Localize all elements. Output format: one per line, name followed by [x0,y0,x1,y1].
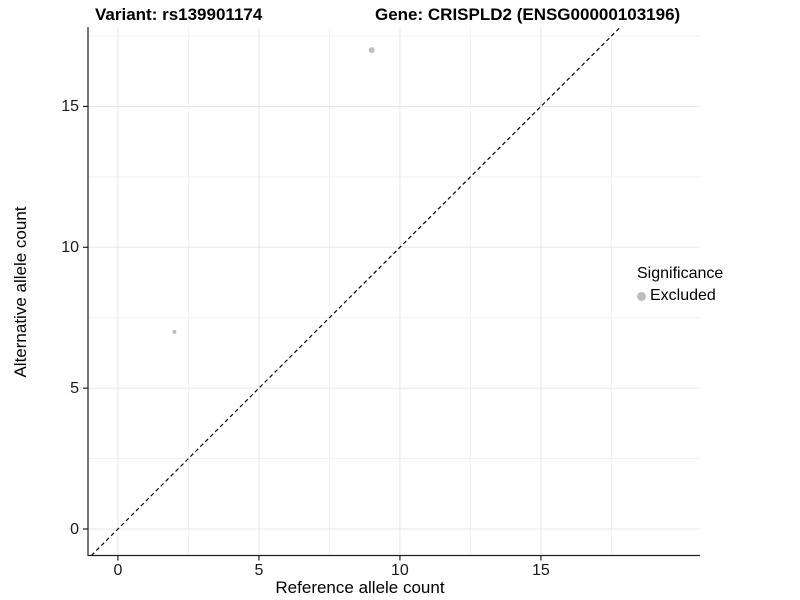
legend-title: Significance [637,265,724,282]
data-point [172,329,177,334]
y-tick-label: 0 [70,520,79,538]
data-point [368,47,375,54]
legend-item-excluded: Excluded [637,287,723,305]
legend-item-label: Excluded [650,287,716,304]
legend: Significance Excluded [637,265,723,305]
y-tick-label: 15 [61,97,79,115]
x-axis-title: Reference allele count [275,578,445,597]
y-tick-label: 10 [61,238,79,256]
identity-dashed-line [90,26,621,556]
x-tick-label: 15 [532,562,550,579]
y-tick-label: 5 [70,379,79,397]
x-tick-label: 5 [254,562,264,579]
y-axis-title: Alternative allele count [11,206,30,378]
excluded-point-swatch-icon [637,291,646,301]
x-tick-label: 0 [113,562,123,579]
gene-title: Gene: CRISPLD2 (ENSG00000103196) [375,5,681,24]
x-tick-label: 10 [391,562,409,579]
variant-title: Variant: rs139901174 [95,5,263,24]
